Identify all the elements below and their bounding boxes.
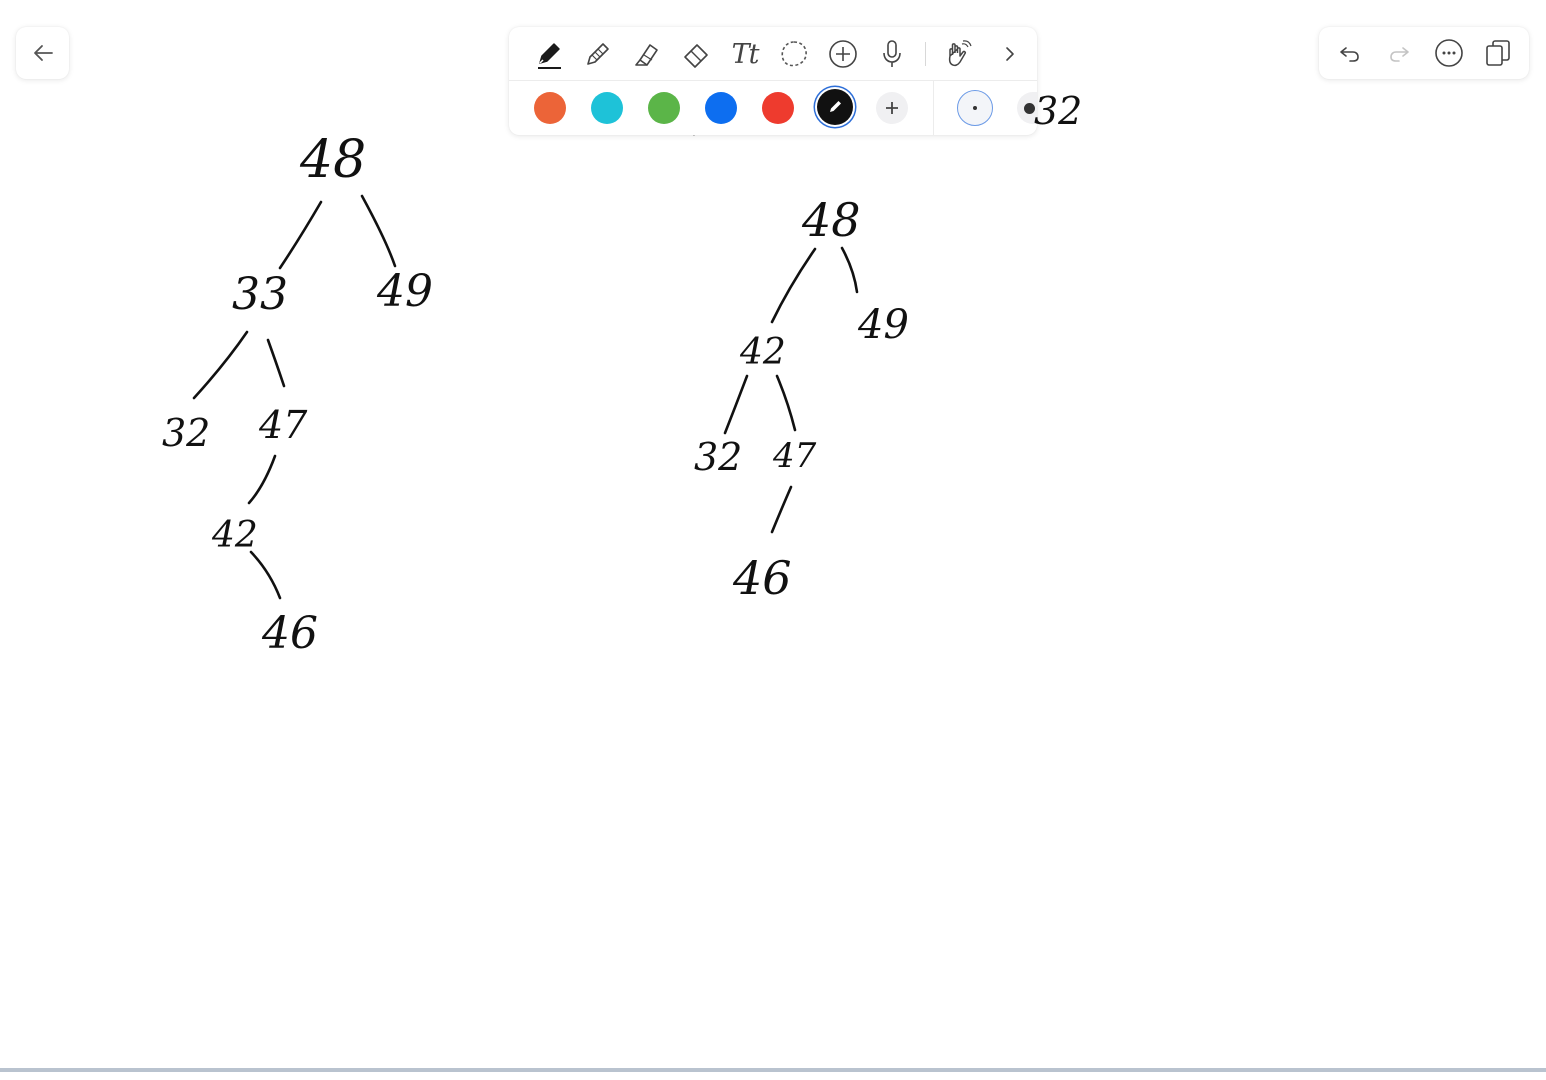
back-button[interactable]	[16, 27, 69, 79]
color-swatch-green[interactable]	[648, 92, 680, 124]
edge-r-42-32	[723, 374, 749, 435]
tree-right-node-47: 47	[772, 436, 817, 476]
pen-tool[interactable]	[530, 35, 568, 73]
chevron-right-icon	[1006, 47, 1014, 61]
color-swatch-blue[interactable]	[705, 92, 737, 124]
tree-left-node-46: 46	[261, 608, 318, 659]
plus-icon	[886, 102, 898, 114]
tree-left-nodes: 48 33 49 32 47 42 46	[162, 130, 433, 659]
color-swatch-cyan[interactable]	[591, 92, 623, 124]
action-panel	[1319, 27, 1529, 79]
tree-right-node-49: 49	[857, 302, 909, 348]
lasso-icon	[781, 41, 807, 67]
highlighter-icon	[635, 44, 658, 66]
text-tool[interactable]: Tt	[726, 35, 764, 73]
plus-circle-icon	[829, 40, 857, 68]
pencil-tool[interactable]	[579, 35, 617, 73]
stray-note-canvas: 32	[1034, 89, 1082, 133]
hand-tool[interactable]	[939, 35, 977, 73]
eraser-icon	[684, 44, 708, 68]
voice-tool[interactable]	[873, 35, 911, 73]
stroke-size-medium-dot	[1024, 102, 1035, 114]
toolbar-row-separator	[509, 80, 1037, 81]
tree-right-node-32: 32	[694, 435, 742, 479]
hand-icon	[948, 40, 972, 67]
stroke-size-small[interactable]	[957, 90, 993, 126]
stroke-size-small-dot	[973, 106, 977, 110]
edge-33-47	[266, 338, 286, 388]
tool-row: Tt	[509, 27, 1037, 81]
tree-right-root: 48	[801, 193, 861, 247]
redo-icon	[1390, 47, 1410, 62]
redo-button[interactable]	[1379, 33, 1419, 73]
color-swatch-orange[interactable]	[534, 92, 566, 124]
undo-button[interactable]	[1330, 33, 1370, 73]
edge-33-32	[192, 330, 249, 400]
ellipsis-circle-icon	[1434, 39, 1463, 67]
edge-r-47-46	[770, 485, 793, 534]
highlighter-tool[interactable]	[628, 35, 666, 73]
edge-47-42	[247, 454, 277, 505]
edge-r-48-49	[840, 246, 859, 294]
bottom-edge-bar	[0, 1068, 1546, 1072]
edge-42-46	[249, 550, 282, 600]
stroke-size-medium[interactable]	[1017, 92, 1037, 124]
edge-48-33	[278, 200, 323, 270]
tree-left-edges	[192, 194, 397, 600]
add-color-button[interactable]	[876, 92, 908, 124]
edit-pen-icon	[830, 101, 841, 112]
insert-tool[interactable]	[824, 35, 862, 73]
microphone-icon	[883, 40, 901, 67]
color-swatch-black[interactable]	[817, 89, 853, 125]
tree-left-node-33: 33	[232, 269, 288, 320]
tree-right-node-42: 42	[739, 332, 786, 373]
pages-button[interactable]	[1478, 33, 1518, 73]
stray-note: 32	[1034, 89, 1082, 133]
undo-icon	[1339, 47, 1359, 62]
pen-icon	[538, 43, 561, 69]
tree-left-node-47: 47	[258, 403, 308, 447]
lasso-tool[interactable]	[775, 35, 813, 73]
more-tools-button[interactable]	[991, 35, 1029, 73]
edge-r-42-47	[775, 374, 797, 432]
color-size-divider	[933, 81, 934, 135]
arrow-left-icon	[33, 45, 53, 61]
edge-r-48-42	[770, 247, 817, 324]
toolbar-divider	[925, 42, 926, 66]
tree-right-node-46: 46	[732, 551, 792, 605]
drawing-toolbar: Tt	[509, 27, 1037, 135]
tree-left-node-42: 42	[211, 515, 258, 556]
tree-left-node-32: 32	[162, 411, 210, 455]
eraser-tool[interactable]	[677, 35, 715, 73]
color-row	[509, 81, 1037, 135]
pencil-icon	[587, 43, 609, 65]
tree-left-root: 48	[299, 130, 366, 190]
text-icon: Tt	[731, 38, 760, 70]
tree-right-nodes: 48 42 49 32 47 46	[694, 193, 909, 605]
tree-left-node-49: 49	[376, 266, 433, 317]
copy-pages-icon	[1486, 40, 1511, 66]
edge-48-49	[360, 194, 397, 268]
color-swatch-red[interactable]	[762, 92, 794, 124]
more-button[interactable]	[1429, 33, 1469, 73]
